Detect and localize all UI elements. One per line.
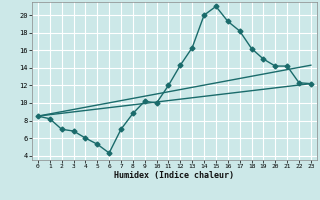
- X-axis label: Humidex (Indice chaleur): Humidex (Indice chaleur): [115, 171, 234, 180]
